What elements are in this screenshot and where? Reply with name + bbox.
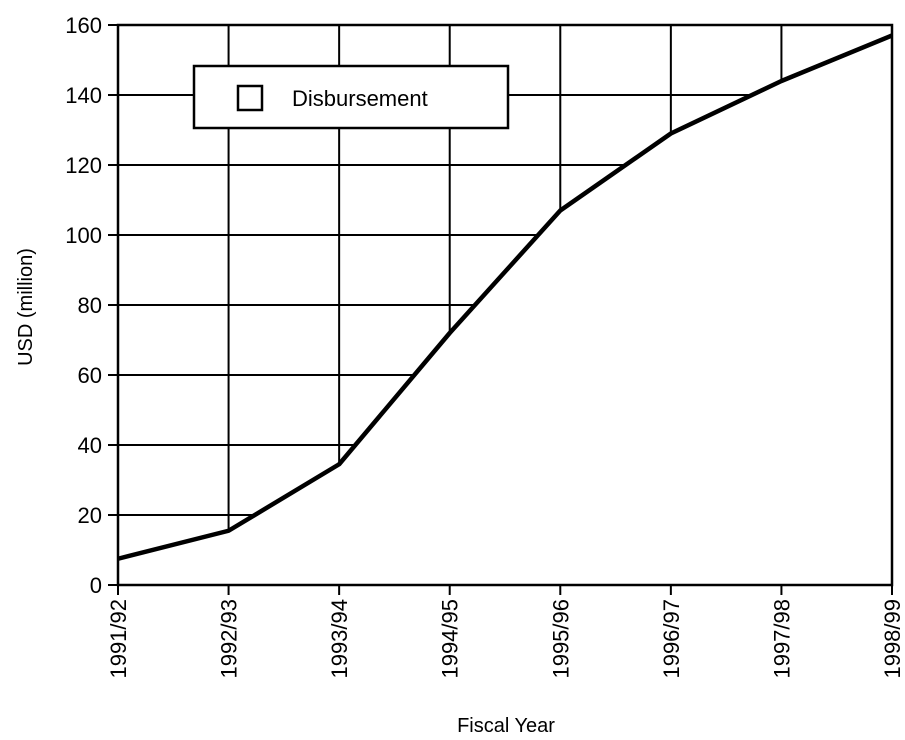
y-tick-label-120: 120 <box>65 153 102 178</box>
y-tick-label-160: 160 <box>65 13 102 38</box>
legend-label-disbursement: Disbursement <box>292 86 428 111</box>
y-tick-label-40: 40 <box>78 433 102 458</box>
series-line-disbursement <box>117 33 893 561</box>
x-tick-label-1: 1992/93 <box>217 599 242 679</box>
x-tick-label-2: 1993/94 <box>327 599 352 679</box>
x-tick-label-4: 1995/96 <box>548 599 573 679</box>
y-axis-ticks: 0 20 40 60 80 100 120 140 160 <box>65 13 118 598</box>
y-tick-label-80: 80 <box>78 293 102 318</box>
x-tick-label-7: 1998/99 <box>880 599 905 679</box>
legend-swatch-disbursement <box>236 84 264 112</box>
x-tick-label-5: 1996/97 <box>659 599 684 679</box>
x-axis-title: Fiscal Year <box>457 715 555 737</box>
y-tick-label-0: 0 <box>90 573 102 598</box>
y-tick-label-140: 140 <box>65 83 102 108</box>
x-axis-ticks: 1991/92 1992/93 1993/94 1994/95 1995/96 1996/… <box>106 585 905 679</box>
x-tick-label-3: 1994/95 <box>438 599 463 679</box>
y-tick-label-100: 100 <box>65 223 102 248</box>
x-tick-label-6: 1997/98 <box>769 599 794 679</box>
series-area-disbursement <box>118 35 892 585</box>
y-tick-label-60: 60 <box>78 363 102 388</box>
y-tick-label-20: 20 <box>78 503 102 528</box>
legend: Disbursement <box>192 64 510 130</box>
x-tick-label-0: 1991/92 <box>106 599 131 679</box>
y-axis-title: USD (million) <box>15 248 37 366</box>
